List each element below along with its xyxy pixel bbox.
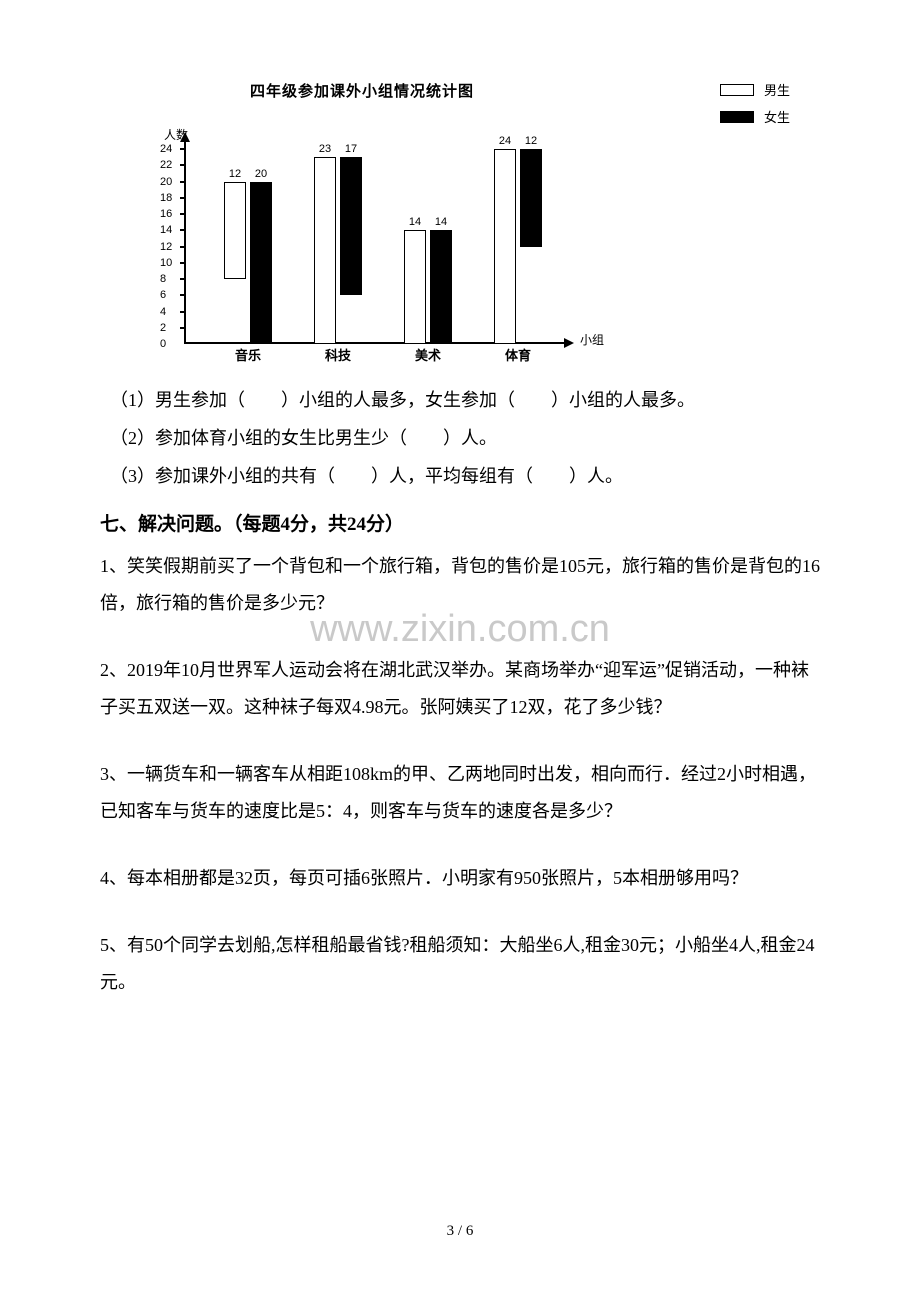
y-tick-mark [180, 278, 186, 280]
category-label: 体育 [505, 345, 531, 364]
y-tick-label: 22 [160, 159, 172, 171]
subquestion-1: （1）男生参加（ ）小组的人最多，女生参加（ ）小组的人最多。 [110, 382, 820, 420]
bar-boys: 24 [494, 149, 516, 344]
y-tick-label: 24 [160, 143, 172, 155]
bar-group: 1414 [404, 230, 452, 344]
legend-swatch-girls [720, 111, 754, 123]
subquestion-2: （2）参加体育小组的女生比男生少（ ）人。 [110, 420, 820, 458]
bar-group: 1220 [224, 182, 272, 345]
y-tick-mark [180, 213, 186, 215]
y-tick-label: 18 [160, 192, 172, 204]
category-label: 美术 [415, 345, 441, 364]
bar-chart: 人数 小组 0246810121416182022241220音乐2317科技1… [150, 132, 580, 362]
problem-1: 1、笑笑假期前买了一个背包和一个旅行箱，背包的售价是105元，旅行箱的售价是背包… [100, 548, 820, 622]
y-tick-mark [180, 148, 186, 150]
legend-label-girls: 女生 [764, 107, 790, 126]
bar-value: 17 [345, 143, 357, 155]
legend-girls: 女生 [720, 107, 790, 126]
y-tick-mark [180, 327, 186, 329]
y-tick-mark [180, 294, 186, 296]
y-tick-mark [180, 246, 186, 248]
category-label: 科技 [325, 345, 351, 364]
bar-girls: 14 [430, 230, 452, 344]
y-tick-label: 4 [160, 306, 166, 318]
chart-header: 四年级参加课外小组情况统计图 男生 女生 [140, 80, 820, 126]
subquestions: （1）男生参加（ ）小组的人最多，女生参加（ ）小组的人最多。 （2）参加体育小… [100, 382, 820, 495]
chart-legend: 男生 女生 [720, 80, 790, 126]
page-footer: 3 / 6 [447, 1223, 474, 1240]
bar-value: 14 [409, 216, 421, 228]
y-tick-mark [180, 262, 186, 264]
y-tick-label: 16 [160, 208, 172, 220]
y-tick-mark [180, 164, 186, 166]
y-tick-label: 0 [160, 338, 166, 350]
bar-boys: 23 [314, 157, 336, 344]
y-axis-arrow [180, 132, 190, 142]
problem-4: 4、每本相册都是32页，每页可插6张照片．小明家有950张照片，5本相册够用吗？ [100, 860, 820, 897]
bar-girls: 20 [250, 182, 272, 345]
y-tick-mark [180, 197, 186, 199]
chart-title: 四年级参加课外小组情况统计图 [250, 80, 474, 101]
y-tick-label: 6 [160, 289, 166, 301]
bar-group: 2412 [494, 149, 542, 344]
category-label: 音乐 [235, 345, 261, 364]
legend-swatch-boys [720, 84, 754, 96]
problem-2: 2、2019年10月世界军人运动会将在湖北武汉举办。某商场举办“迎军运”促销活动… [100, 652, 820, 726]
y-tick-label: 8 [160, 273, 166, 285]
legend-boys: 男生 [720, 80, 790, 99]
legend-label-boys: 男生 [764, 80, 790, 99]
y-tick-label: 10 [160, 257, 172, 269]
section7-heading: 七、解决问题。（每题4分，共24分） [100, 509, 820, 536]
y-tick-mark [180, 311, 186, 313]
bar-value: 23 [319, 143, 331, 155]
bar-girls: 12 [520, 149, 542, 247]
problem-5: 5、有50个同学去划船,怎样租船最省钱?租船须知：大船坐6人,租金30元；小船坐… [100, 927, 820, 1001]
bar-value: 14 [435, 216, 447, 228]
subquestion-3: （3）参加课外小组的共有（ ）人，平均每组有（ ）人。 [110, 458, 820, 496]
x-axis-label: 小组 [580, 331, 604, 348]
bar-girls: 17 [340, 157, 362, 295]
problem-3: 3、一辆货车和一辆客车从相距108km的甲、乙两地同时出发，相向而行．经过2小时… [100, 756, 820, 830]
bar-value: 12 [525, 135, 537, 147]
bar-boys: 12 [224, 182, 246, 280]
bar-value: 24 [499, 135, 511, 147]
bar-group: 2317 [314, 157, 362, 344]
y-tick-label: 20 [160, 176, 172, 188]
y-tick-label: 2 [160, 322, 166, 334]
x-axis-arrow [564, 338, 574, 348]
y-tick-mark [180, 181, 186, 183]
bar-value: 12 [229, 168, 241, 180]
bar-value: 20 [255, 168, 267, 180]
bar-boys: 14 [404, 230, 426, 344]
y-tick-label: 12 [160, 241, 172, 253]
bar-chart-block: 四年级参加课外小组情况统计图 男生 女生 人数 小组 0246810121416… [140, 80, 820, 362]
y-tick-label: 14 [160, 224, 172, 236]
y-tick-mark [180, 229, 186, 231]
